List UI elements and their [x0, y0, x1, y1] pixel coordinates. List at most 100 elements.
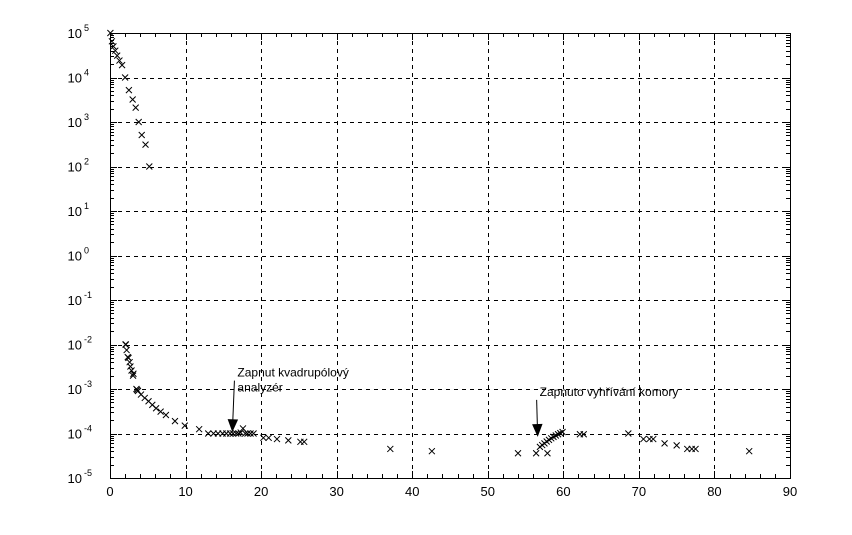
svg-text:3: 3 [84, 112, 89, 122]
data-marker [171, 417, 179, 425]
data-marker [265, 434, 273, 442]
svg-text:10: 10 [68, 71, 82, 86]
data-marker [250, 430, 257, 437]
data-marker [580, 430, 588, 438]
axes-frame [110, 33, 791, 479]
data-marker [514, 449, 522, 457]
data-marker [132, 104, 140, 112]
svg-text:10: 10 [68, 427, 82, 442]
data-marker [122, 341, 129, 348]
data-marker [111, 47, 119, 55]
data-marker [428, 447, 436, 455]
data-marker [181, 422, 189, 430]
data-marker [559, 428, 566, 436]
ytick-label: 10 1 [68, 201, 89, 219]
data-marker [116, 57, 123, 64]
data-marker [386, 445, 394, 453]
data-marker [128, 367, 135, 374]
xtick-label: 40 [405, 484, 419, 499]
ytick-label: 10 -2 [68, 335, 92, 353]
data-marker [135, 118, 143, 126]
ytick-label: 10 0 [68, 246, 89, 264]
data-marker [649, 435, 657, 443]
data-markers-layer [107, 29, 753, 457]
data-marker [133, 386, 141, 394]
data-marker [284, 437, 292, 444]
data-marker [126, 358, 133, 366]
data-marker [107, 29, 114, 37]
data-marker [273, 435, 281, 443]
annotation-arrow-line [536, 399, 538, 425]
data-marker [229, 430, 237, 437]
xtick-label: 20 [254, 484, 268, 499]
data-marker [145, 163, 153, 170]
axis-labels-layer: 10 -510 -410 -310 -210 -110 010 110 210 310 410 50 1… [68, 23, 798, 499]
data-marker [195, 425, 203, 433]
data-marker [673, 442, 681, 449]
data-marker [118, 61, 126, 69]
ytick-label: 10 3 [68, 112, 89, 130]
svg-text:5: 5 [84, 23, 89, 33]
data-marker [142, 141, 149, 148]
annotation-heating: Zapnuto vyhřívání komory [532, 385, 678, 437]
ytick-label: 10 4 [68, 68, 89, 86]
svg-text:-5: -5 [84, 468, 92, 478]
data-marker [110, 43, 117, 50]
ytick-label: 10 5 [68, 23, 89, 41]
data-marker [123, 346, 130, 354]
data-marker [260, 434, 267, 442]
ytick-label: 10 -3 [68, 379, 92, 397]
data-marker [244, 430, 251, 437]
annotation-arrow-head [532, 423, 543, 437]
xtick-label: 0 [106, 484, 113, 499]
ytick-label: 10 2 [68, 157, 89, 175]
svg-text:2: 2 [84, 157, 89, 167]
svg-text:-1: -1 [84, 290, 92, 300]
data-marker [640, 435, 647, 443]
xtick-label: 10 [178, 484, 192, 499]
data-marker [125, 86, 133, 94]
ytick-label: 10 -5 [68, 468, 92, 486]
data-marker [544, 449, 551, 457]
data-series-tlak [107, 29, 753, 457]
data-marker [152, 404, 160, 412]
annotation-text-line: Zapnut kvadrupólový [237, 366, 348, 380]
annotation-arrow-line [232, 380, 235, 420]
ytick-label: 10 -1 [68, 290, 92, 308]
data-marker [745, 447, 753, 455]
svg-text:10: 10 [68, 160, 82, 175]
data-marker [138, 131, 146, 139]
data-marker [532, 449, 540, 457]
data-marker [108, 37, 116, 45]
svg-text:10: 10 [68, 382, 82, 397]
annotation-arrow-head [227, 419, 239, 433]
data-marker [129, 372, 137, 379]
data-marker [624, 430, 632, 437]
svg-text:10: 10 [68, 338, 82, 353]
annotation-text-line: analyzér [237, 381, 282, 395]
data-marker [241, 430, 249, 437]
grid-layer [110, 33, 790, 478]
svg-text:10: 10 [68, 115, 82, 130]
data-marker [247, 430, 254, 437]
data-marker [130, 370, 137, 378]
xtick-label: 80 [707, 484, 721, 499]
svg-text:-3: -3 [84, 379, 92, 389]
svg-text:10: 10 [68, 204, 82, 219]
data-marker [157, 408, 164, 415]
svg-text:-4: -4 [84, 424, 92, 434]
xtick-label: 90 [783, 484, 797, 499]
svg-text:0: 0 [84, 246, 89, 256]
xtick-label: 30 [329, 484, 343, 499]
data-marker [661, 440, 668, 447]
data-marker [129, 96, 137, 103]
data-marker [121, 74, 129, 81]
plot-frame [110, 33, 791, 479]
svg-text:10: 10 [68, 26, 82, 41]
svg-text:-2: -2 [84, 335, 92, 345]
data-marker [300, 438, 308, 446]
svg-text:10: 10 [68, 471, 82, 486]
